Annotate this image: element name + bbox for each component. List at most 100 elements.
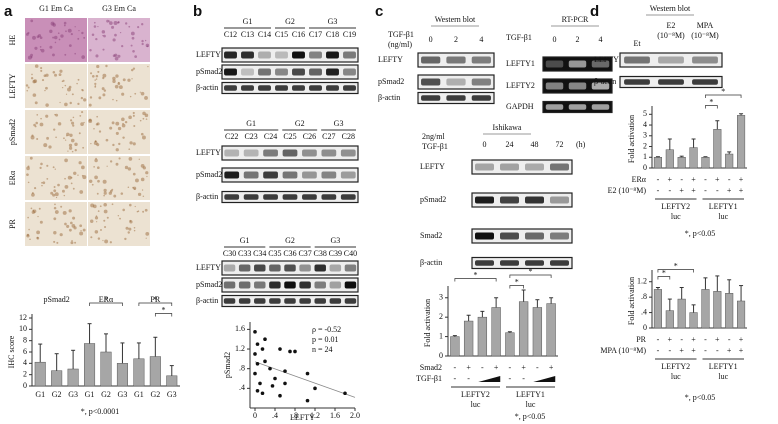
group-label: luc <box>526 400 536 409</box>
lane-label: 72 <box>556 140 564 149</box>
stain <box>127 186 130 188</box>
significance: * <box>674 261 678 270</box>
stain <box>58 38 61 41</box>
stain <box>90 219 94 223</box>
sign: + <box>668 335 673 344</box>
stain <box>112 98 114 101</box>
sign: + <box>727 186 732 195</box>
band <box>282 149 298 157</box>
stain <box>61 86 64 89</box>
group-label: G1 <box>243 17 253 26</box>
x-tick-label: 1.2 <box>310 411 320 420</box>
lane-label: C19 <box>343 30 356 39</box>
stain <box>130 68 134 72</box>
stain <box>57 32 60 35</box>
y-tick-label: 8 <box>23 335 27 344</box>
stain <box>65 30 67 33</box>
stain <box>36 113 39 116</box>
sign: - <box>680 335 683 344</box>
stain <box>134 188 136 190</box>
sign: + <box>727 346 732 355</box>
unit-label: (h) <box>576 140 586 149</box>
stain <box>44 89 46 92</box>
band <box>309 85 322 91</box>
stain <box>129 141 133 145</box>
stain <box>58 73 62 77</box>
stain <box>69 101 72 105</box>
band <box>275 85 288 91</box>
stain <box>79 114 82 117</box>
row-label: pSmad2 <box>196 280 222 289</box>
bar <box>518 301 529 357</box>
stain <box>68 228 72 232</box>
stain <box>103 194 105 197</box>
significance: * <box>104 295 108 304</box>
x-tick-label: G3 <box>68 390 78 399</box>
stain <box>129 219 132 223</box>
point <box>273 376 277 381</box>
sign: - <box>680 175 683 184</box>
stain <box>91 183 94 186</box>
band <box>421 56 441 64</box>
stain <box>39 220 43 224</box>
stain <box>30 56 33 58</box>
y-tick-label: 6 <box>23 347 27 356</box>
stain <box>71 150 74 153</box>
stain <box>117 126 122 131</box>
stain <box>39 46 42 48</box>
band <box>471 95 491 101</box>
blot-title: Ishikawa <box>493 123 522 132</box>
row-label: β-actin <box>594 77 616 86</box>
row-label: β-actin <box>378 93 400 102</box>
row-label: HE <box>8 35 17 46</box>
sign: + <box>466 363 471 372</box>
band <box>329 264 342 272</box>
stain <box>138 158 140 160</box>
band <box>321 171 337 179</box>
band <box>446 78 466 86</box>
group-title: ERα <box>99 295 114 304</box>
band <box>326 85 339 91</box>
stain <box>54 168 56 170</box>
stain <box>122 208 125 212</box>
band <box>475 163 494 171</box>
stain <box>111 203 114 206</box>
stain <box>68 143 73 148</box>
band <box>475 260 494 266</box>
stain <box>39 36 43 40</box>
stain <box>121 117 125 122</box>
stain <box>72 216 76 220</box>
stain <box>36 236 40 240</box>
sign: - <box>509 374 512 383</box>
column-header: G1 Em Ca <box>39 4 73 13</box>
lane-label: 0 <box>483 140 487 149</box>
stain <box>70 221 73 225</box>
y-tick-label: 1.6 <box>235 324 245 333</box>
blot-title: Western blot <box>650 4 691 13</box>
stain <box>137 210 140 213</box>
lane-label: 2 <box>576 35 580 44</box>
significance-bracket <box>705 105 718 109</box>
stain <box>93 128 95 130</box>
stain <box>52 193 56 197</box>
lane-label: 24 <box>506 140 514 149</box>
bar <box>116 363 128 387</box>
lane-label: C39 <box>329 249 342 258</box>
stain <box>66 135 68 137</box>
stain <box>55 196 58 199</box>
lane-label: C14 <box>258 30 271 39</box>
stain <box>93 166 95 168</box>
band <box>254 298 266 304</box>
stain <box>45 114 49 118</box>
stain <box>45 86 48 90</box>
band <box>238 281 251 289</box>
band <box>282 171 298 179</box>
stain <box>102 76 105 80</box>
group-label: LEFTY2 <box>461 390 490 399</box>
bar <box>67 368 79 387</box>
stain <box>88 103 92 107</box>
stain <box>119 31 122 34</box>
stain <box>64 158 68 163</box>
band <box>525 196 544 204</box>
footnote: *, p<0.05 <box>685 229 716 238</box>
